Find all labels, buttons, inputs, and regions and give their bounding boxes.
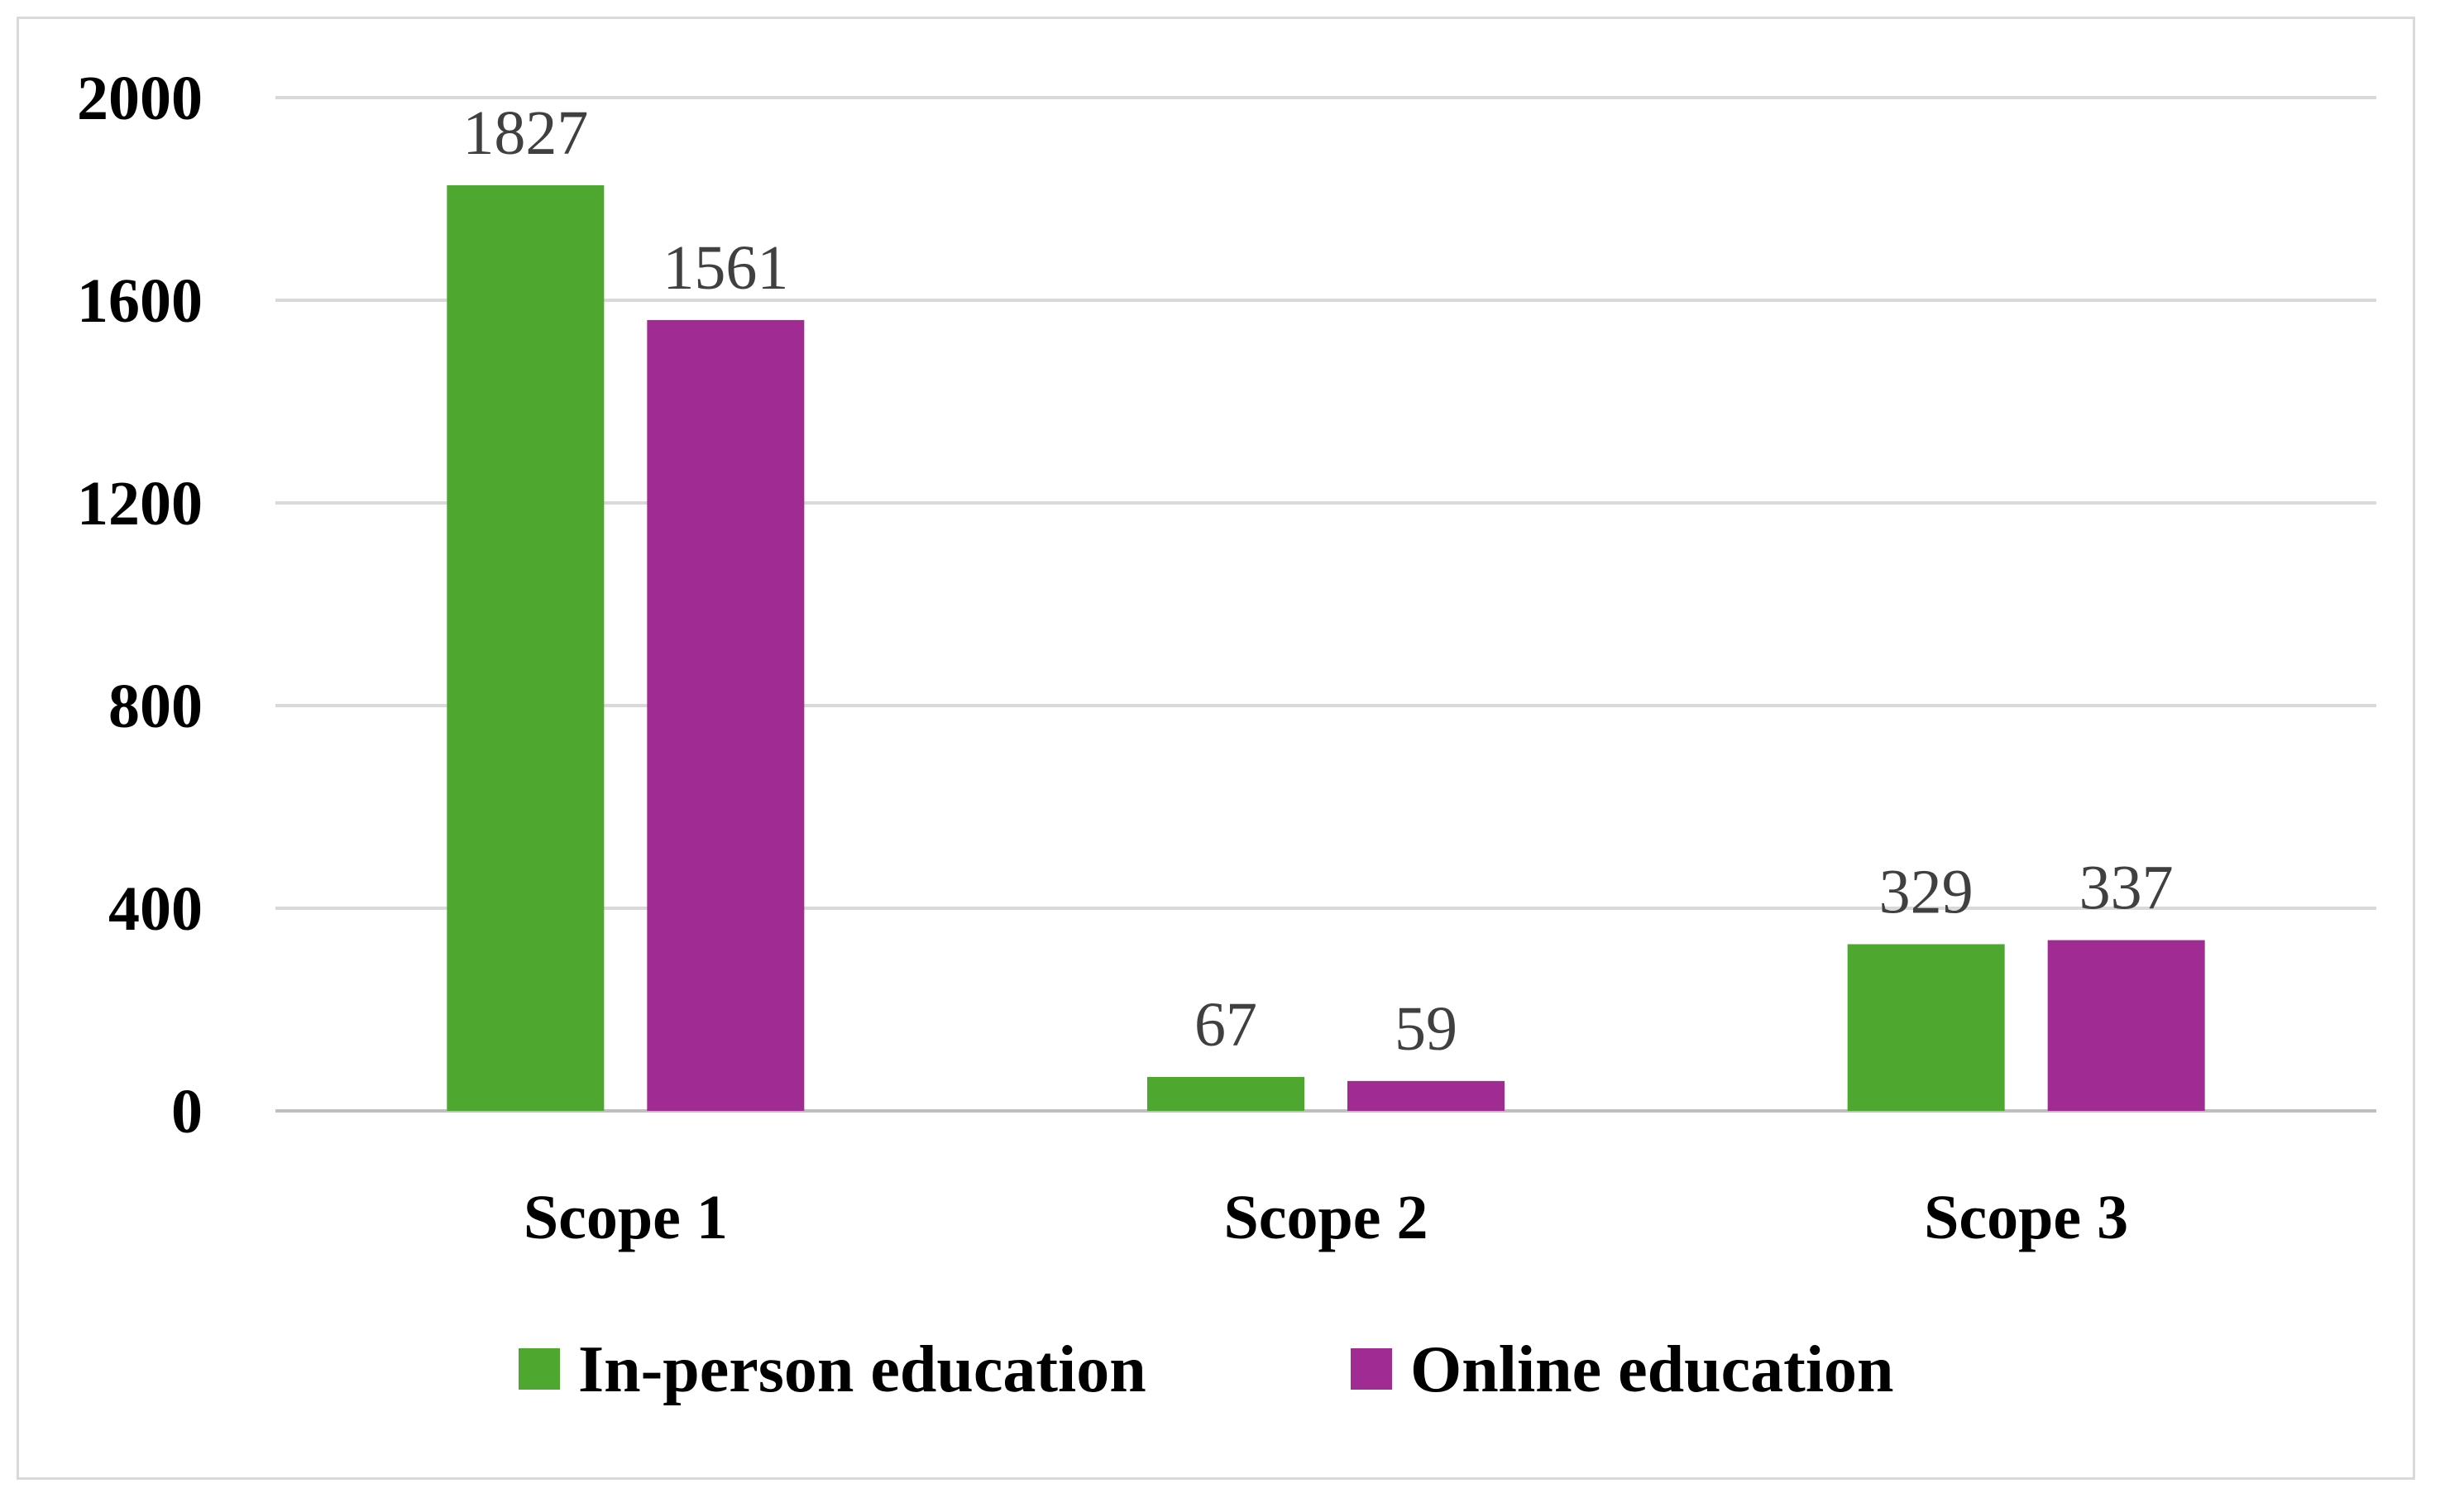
y-tick-label: 800 — [108, 672, 203, 741]
y-tick-label: 1600 — [77, 266, 203, 336]
x-tick-label: Scope 3 — [1924, 1183, 2128, 1252]
bar — [1147, 1076, 1304, 1111]
y-tick-label: 400 — [108, 874, 203, 944]
x-tick-label: Scope 2 — [1224, 1183, 1428, 1252]
bar — [1847, 944, 2005, 1111]
y-tick-label: 0 — [171, 1077, 203, 1146]
data-label: 1561 — [663, 233, 788, 303]
legend-label: In-person education — [578, 1333, 1146, 1406]
legend-label: Online education — [1410, 1333, 1894, 1406]
legend-swatch — [519, 1348, 560, 1390]
y-tick-label: 2000 — [77, 64, 203, 133]
bar — [1347, 1080, 1505, 1111]
data-label: 329 — [1879, 857, 1974, 926]
y-tick-label: 1200 — [77, 469, 203, 538]
legend-swatch — [1351, 1348, 1392, 1390]
bar — [447, 184, 605, 1111]
data-label: 1827 — [462, 98, 588, 168]
data-label: 59 — [1395, 994, 1457, 1064]
data-label: 337 — [2079, 854, 2174, 923]
chart-frame — [17, 17, 2415, 1480]
bar — [2047, 940, 2205, 1111]
bar — [647, 319, 805, 1111]
x-tick-label: Scope 1 — [524, 1183, 728, 1252]
data-label: 67 — [1194, 990, 1257, 1060]
